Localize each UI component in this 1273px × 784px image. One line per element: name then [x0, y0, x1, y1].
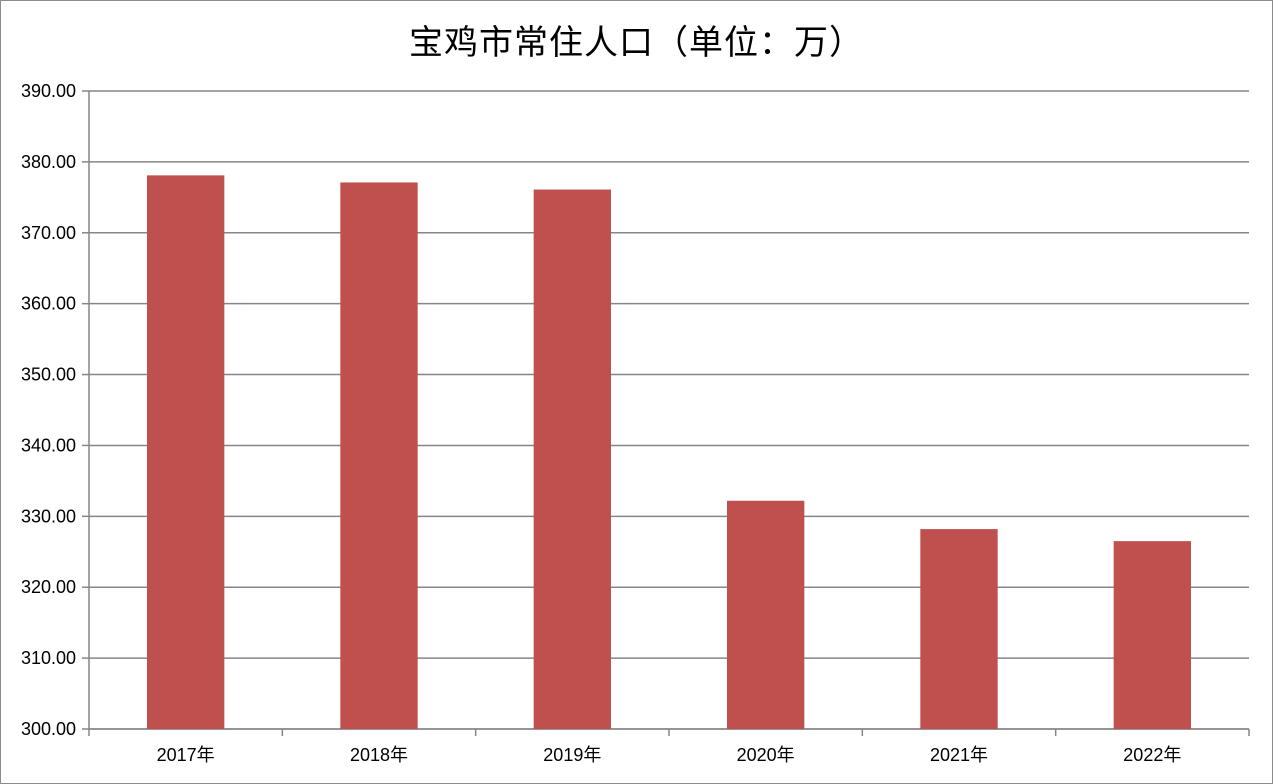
bar-5 — [1113, 541, 1191, 729]
y-tick-label-3: 330.00 — [21, 506, 76, 526]
bar-3 — [727, 500, 805, 729]
x-tick-label-5: 2022年 — [1123, 745, 1181, 765]
y-tick-label-8: 380.00 — [21, 152, 76, 172]
x-tick-label-3: 2020年 — [737, 745, 795, 765]
x-tick-label-1: 2018年 — [350, 745, 408, 765]
chart-title: 宝鸡市常住人口（单位：万） — [409, 23, 864, 63]
y-tick-label-9: 390.00 — [21, 81, 76, 101]
bar-4 — [920, 529, 998, 729]
bar-1 — [340, 182, 418, 730]
y-tick-label-2: 320.00 — [21, 577, 76, 597]
y-tick-label-1: 310.00 — [21, 648, 76, 668]
y-tick-label-5: 350.00 — [21, 365, 76, 385]
y-tick-label-6: 360.00 — [21, 294, 76, 314]
x-tick-label-2: 2019年 — [543, 745, 601, 765]
bar-2 — [533, 189, 611, 730]
x-tick-label-4: 2021年 — [930, 745, 988, 765]
y-tick-label-4: 340.00 — [21, 435, 76, 455]
y-tick-label-7: 370.00 — [21, 223, 76, 243]
y-tick-label-0: 300.00 — [21, 719, 76, 739]
x-tick-label-0: 2017年 — [157, 745, 215, 765]
bar-0 — [147, 175, 225, 729]
